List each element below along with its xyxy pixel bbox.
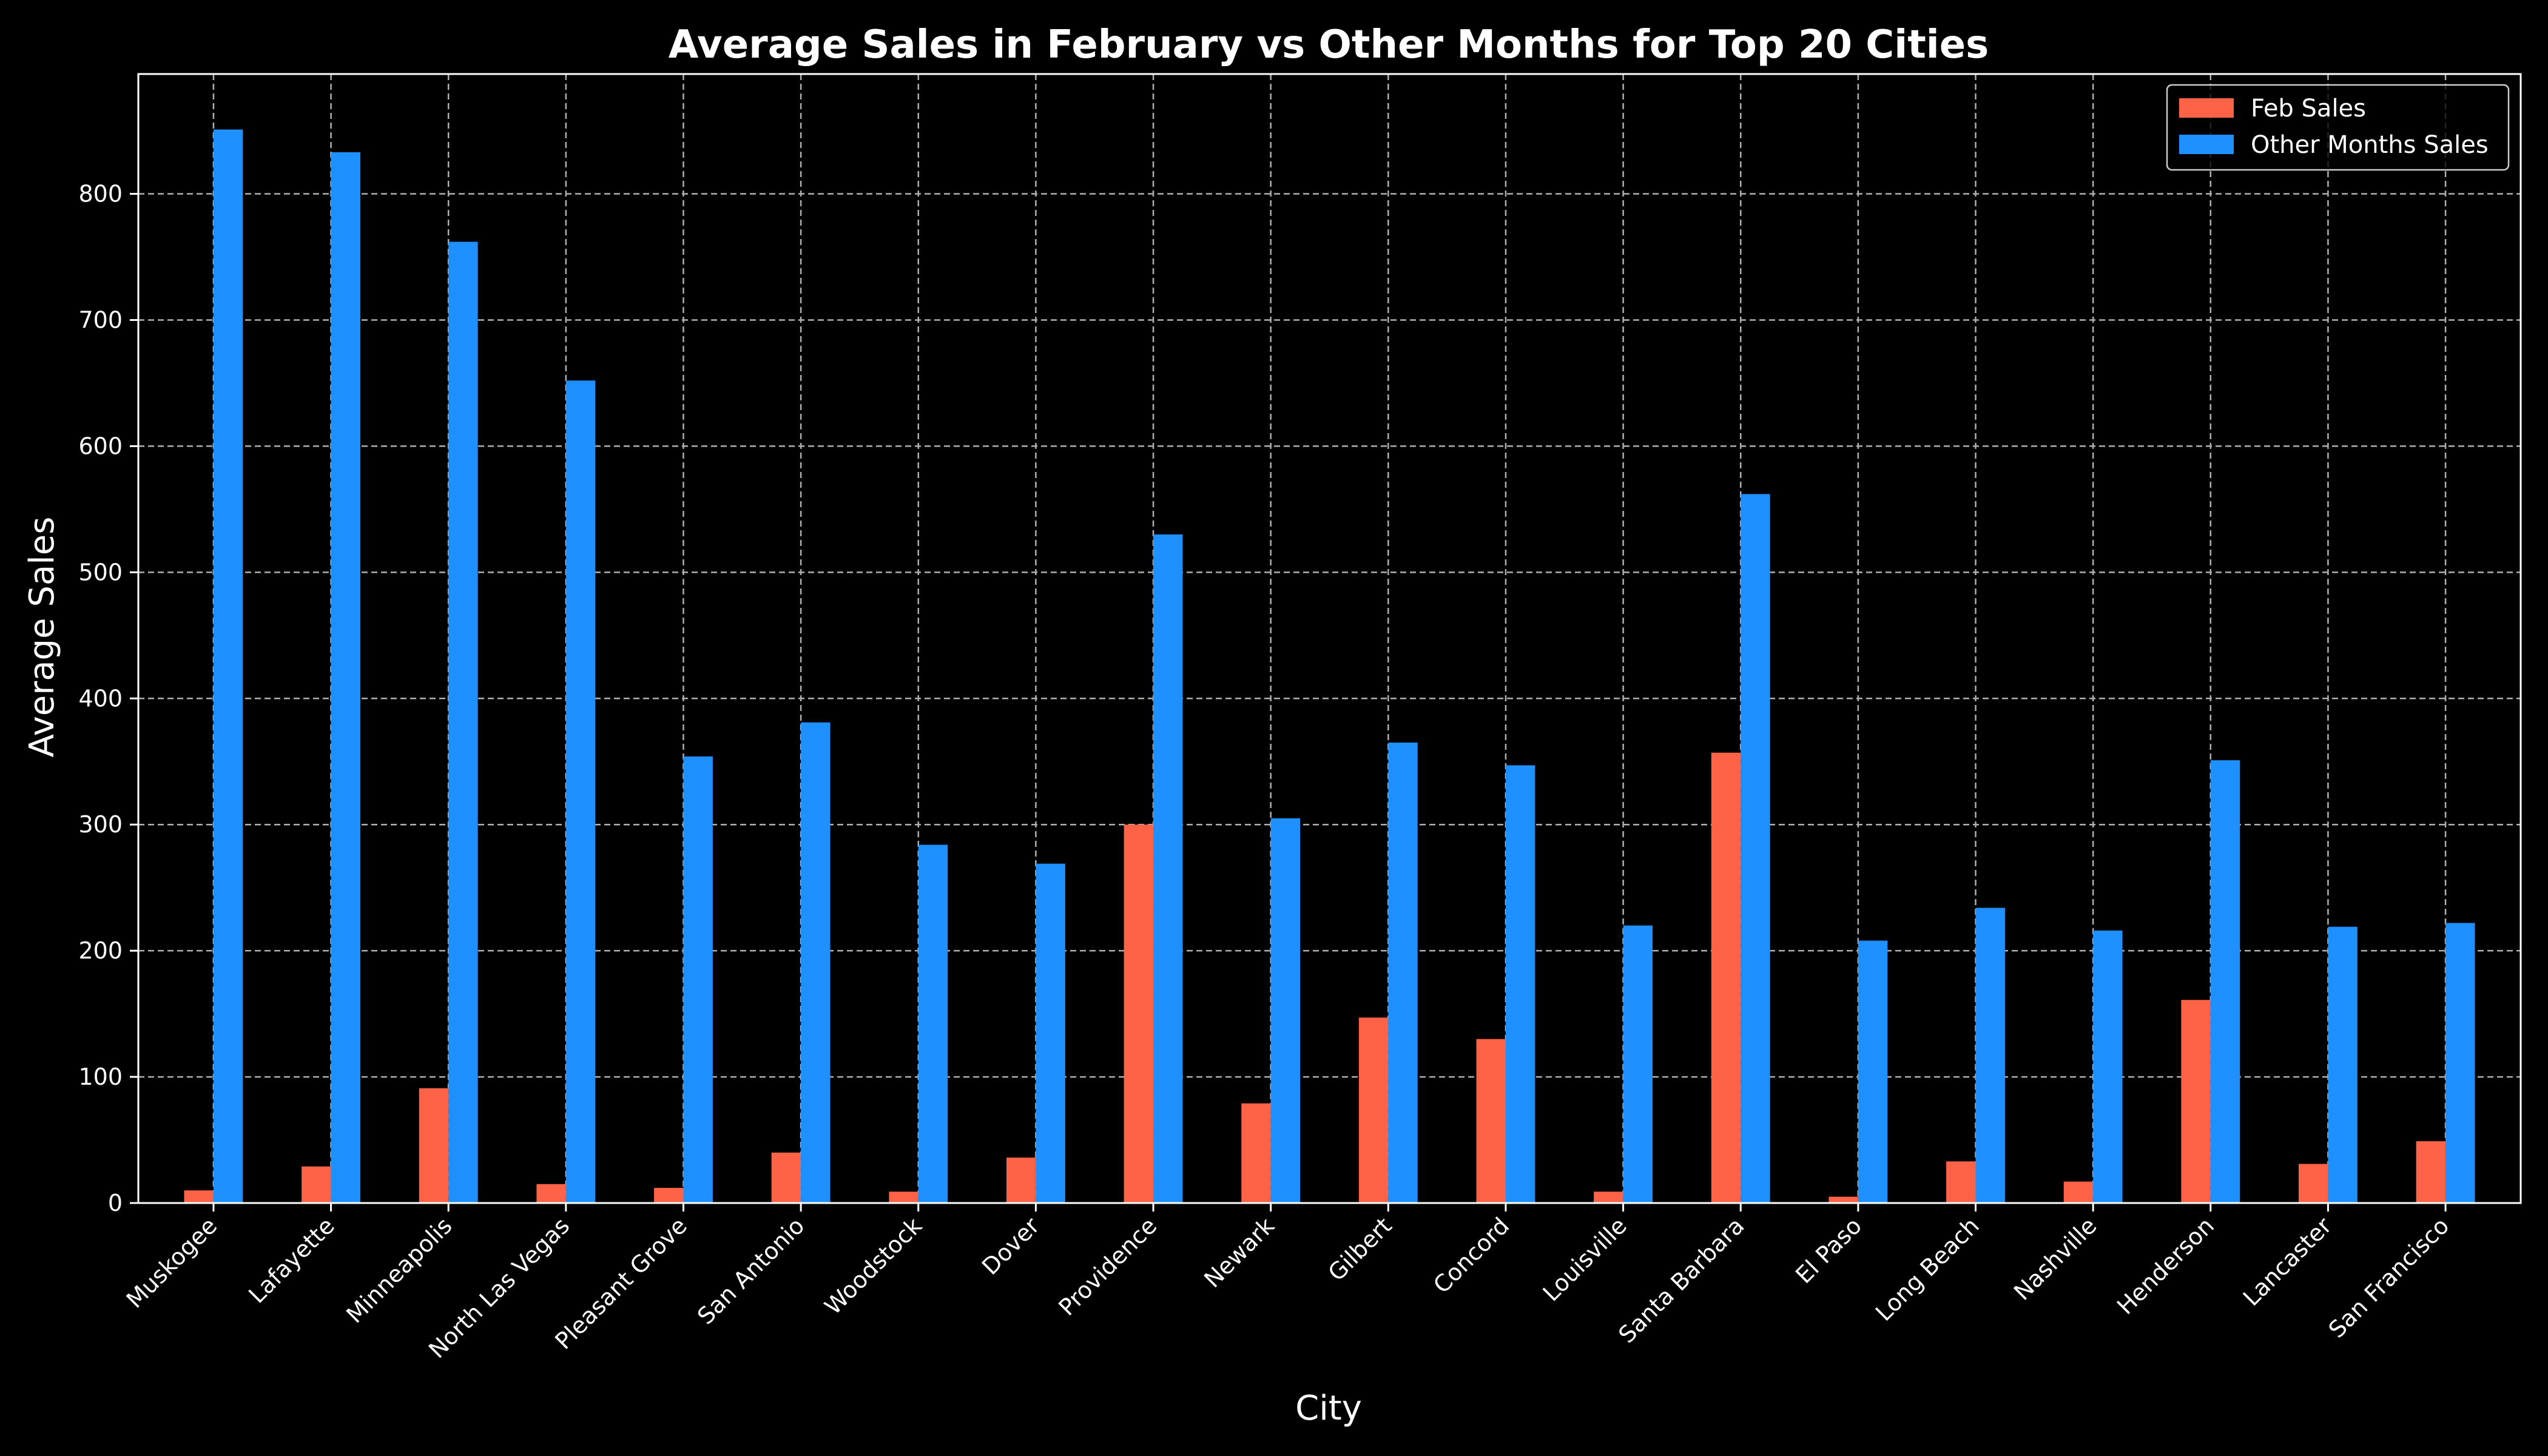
y-tick-label: 300 xyxy=(78,811,123,838)
bar-feb-sales xyxy=(1241,1103,1271,1203)
y-tick-label: 600 xyxy=(78,433,123,459)
bar-other-months-sales xyxy=(448,241,478,1204)
bar-feb-sales xyxy=(1594,1191,1623,1203)
bar-feb-sales xyxy=(536,1184,566,1203)
y-axis-label: Average Sales xyxy=(22,517,62,758)
bar-other-months-sales xyxy=(565,380,596,1203)
bar-feb-sales xyxy=(889,1191,918,1203)
bar-feb-sales xyxy=(771,1152,801,1203)
bar-other-months-sales xyxy=(1623,925,1653,1203)
y-tick-label: 0 xyxy=(108,1190,123,1216)
bar-feb-sales xyxy=(2181,1000,2211,1203)
bars xyxy=(184,129,2475,1204)
y-tick-label: 700 xyxy=(78,306,123,333)
bar-other-months-sales xyxy=(1741,494,1770,1203)
bar-other-months-sales xyxy=(2093,930,2123,1203)
bar-feb-sales xyxy=(184,1190,214,1203)
plot-frame xyxy=(137,73,2522,1204)
bar-other-months-sales xyxy=(1975,908,2005,1203)
bar-other-months-sales xyxy=(2210,760,2240,1203)
x-axis-label: City xyxy=(1295,1389,1362,1428)
bar-other-months-sales xyxy=(1036,863,1065,1203)
bar-other-months-sales xyxy=(331,152,360,1203)
bar-other-months-sales xyxy=(918,844,948,1203)
bar-other-months-sales xyxy=(1505,765,1535,1203)
bar-feb-sales xyxy=(1006,1158,1036,1203)
bar-feb-sales xyxy=(419,1088,449,1203)
bar-feb-sales xyxy=(2299,1164,2328,1203)
legend-swatch xyxy=(2179,98,2234,118)
bar-feb-sales xyxy=(2416,1141,2446,1203)
y-axis: 0 100 200 300 400 500 600 700 800 xyxy=(78,181,138,1216)
bar-feb-sales xyxy=(654,1188,684,1203)
legend-box xyxy=(2166,84,2510,171)
legend-swatch xyxy=(2179,135,2234,154)
bar-feb-sales xyxy=(1358,1017,1389,1203)
bar-other-months-sales xyxy=(2445,923,2475,1203)
bar-other-months-sales xyxy=(1388,743,1418,1203)
bar-feb-sales xyxy=(1711,752,1741,1203)
bar-other-months-sales xyxy=(1858,940,1888,1203)
bar-other-months-sales xyxy=(683,756,713,1203)
bar-feb-sales xyxy=(2063,1181,2094,1203)
y-tick-label: 400 xyxy=(78,685,123,712)
grid xyxy=(138,74,2521,1204)
bar-other-months-sales xyxy=(213,129,243,1204)
y-tick-label: 100 xyxy=(78,1063,123,1090)
bar-other-months-sales xyxy=(801,722,831,1203)
bar-other-months-sales xyxy=(2328,926,2358,1203)
legend-label: Feb Sales xyxy=(2251,95,2366,123)
bar-feb-sales xyxy=(1828,1196,1858,1203)
y-tick-label: 200 xyxy=(78,937,123,964)
y-tick-label: 500 xyxy=(78,559,123,585)
bar-other-months-sales xyxy=(1270,818,1301,1203)
bar-feb-sales xyxy=(1124,824,1154,1203)
bar-other-months-sales xyxy=(1153,534,1183,1203)
bar-feb-sales xyxy=(1946,1161,1976,1203)
legend: Feb Sales Other Months Sales xyxy=(2166,84,2510,171)
y-tick-label: 800 xyxy=(78,181,123,207)
bar-feb-sales xyxy=(302,1166,331,1203)
bar-feb-sales xyxy=(1476,1039,1506,1203)
chart-title: Average Sales in February vs Other Month… xyxy=(669,22,1989,67)
legend-label: Other Months Sales xyxy=(2251,131,2489,159)
